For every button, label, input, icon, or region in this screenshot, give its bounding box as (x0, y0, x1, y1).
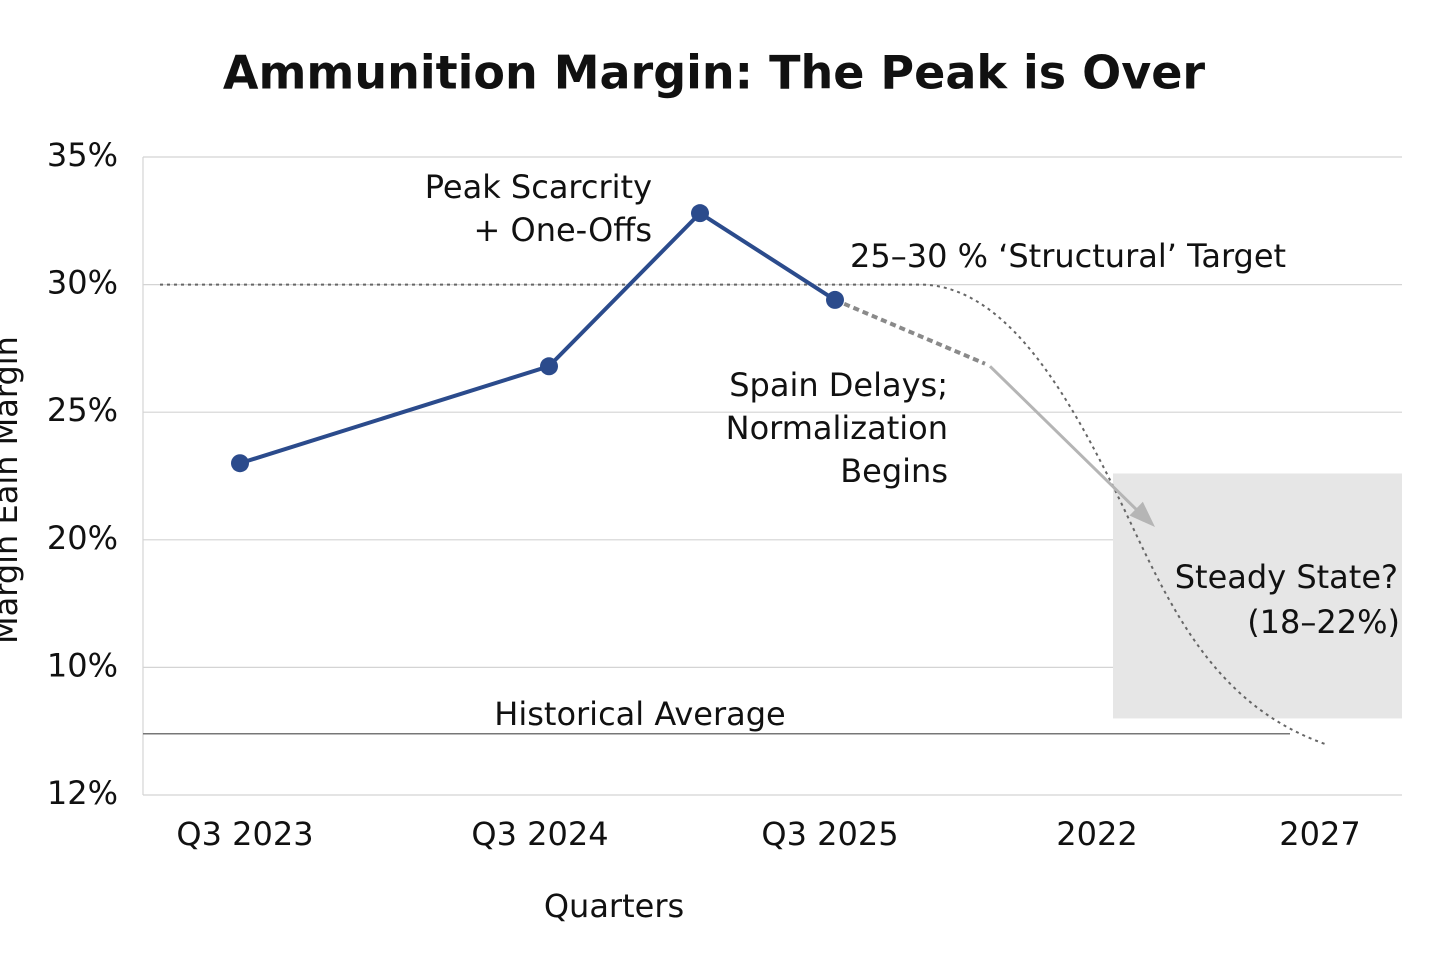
chart-title: Ammunition Margin: The Peak is Over (223, 46, 1206, 100)
x-tick-label: 2022 (1056, 815, 1137, 853)
series-line (239, 210, 837, 466)
annotation: Begins (840, 452, 948, 490)
annotation: Peak Scarcrity (425, 168, 652, 206)
annotation: Normalization (726, 409, 948, 447)
steady-band (1113, 473, 1402, 719)
steady-label: (18–22%) (1247, 603, 1400, 641)
y-tick-label: 25% (47, 391, 118, 429)
annotation: Spain Delays; (729, 366, 948, 404)
point (826, 290, 844, 309)
arrow-line (988, 365, 1143, 516)
arrow-head (1129, 501, 1155, 528)
y-tick-label: 12% (47, 774, 118, 812)
historical-label: Historical Average (494, 695, 785, 733)
point (540, 357, 558, 376)
x-tick-label: 2027 (1279, 815, 1360, 853)
y-axis-label: Margin Eain Margin (0, 336, 25, 644)
projection-line (834, 298, 986, 366)
annotation: + One-Offs (474, 211, 652, 249)
point (231, 454, 249, 473)
target-label: 25–30 % ‘Structural’ Target (850, 237, 1286, 275)
x-tick-label: Q3 2024 (471, 815, 608, 853)
point (691, 204, 709, 223)
x-tick-label: Q3 2025 (761, 815, 898, 853)
x-axis-label: Quarters (544, 887, 684, 925)
y-tick-label: 20% (47, 519, 118, 557)
target-line (160, 283, 1326, 745)
y-tick-label: 30% (47, 264, 118, 302)
y-tick-label: 10% (47, 646, 118, 684)
x-tick-label: Q3 2023 (176, 815, 313, 853)
steady-label: Steady State? (1175, 558, 1398, 596)
y-tick-label: 35% (47, 136, 118, 174)
